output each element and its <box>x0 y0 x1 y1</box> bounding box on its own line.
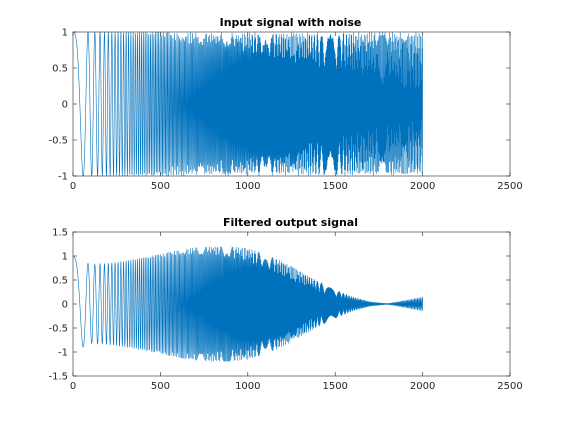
x-tick-label: 2000 <box>410 181 435 192</box>
chart-title: Filtered output signal <box>223 216 358 229</box>
y-tick-label: -0.5 <box>48 136 68 147</box>
x-tick-label: 500 <box>151 381 170 392</box>
chart-filtered-signal: Filtered output signal 0 500 1000 1500 2000 2… <box>48 216 522 392</box>
y-tick-label: 0.5 <box>52 64 68 75</box>
y-tick-label: 0.5 <box>52 276 68 287</box>
y-tick-label: 1.5 <box>52 228 68 239</box>
y-tick-label: 0 <box>62 300 68 311</box>
x-tick-label: 1000 <box>235 381 260 392</box>
y-tick-label: 0 <box>62 100 68 111</box>
x-tick-label: 2500 <box>497 381 522 392</box>
y-tick-label: 1 <box>62 252 68 263</box>
x-tick-label: 500 <box>151 181 170 192</box>
series-line <box>73 246 423 362</box>
x-tick-label: 0 <box>70 381 76 392</box>
y-tick-label: -0.5 <box>48 324 68 335</box>
x-tick-label: 1500 <box>322 381 347 392</box>
chart-input-signal: Input signal with noise 0 500 1000 1500 2000… <box>48 16 522 192</box>
x-tick-label: 0 <box>70 181 76 192</box>
x-tick-label: 2000 <box>410 381 435 392</box>
x-tick-label: 1500 <box>322 181 347 192</box>
y-tick-label: 1 <box>62 28 68 39</box>
y-tick-label: -1 <box>58 348 68 359</box>
chart-title: Input signal with noise <box>220 16 362 29</box>
series-line <box>73 32 423 176</box>
y-tick-label: -1 <box>58 172 68 183</box>
y-tick-label: -1.5 <box>48 372 68 383</box>
x-tick-label: 2500 <box>497 181 522 192</box>
x-tick-label: 1000 <box>235 181 260 192</box>
